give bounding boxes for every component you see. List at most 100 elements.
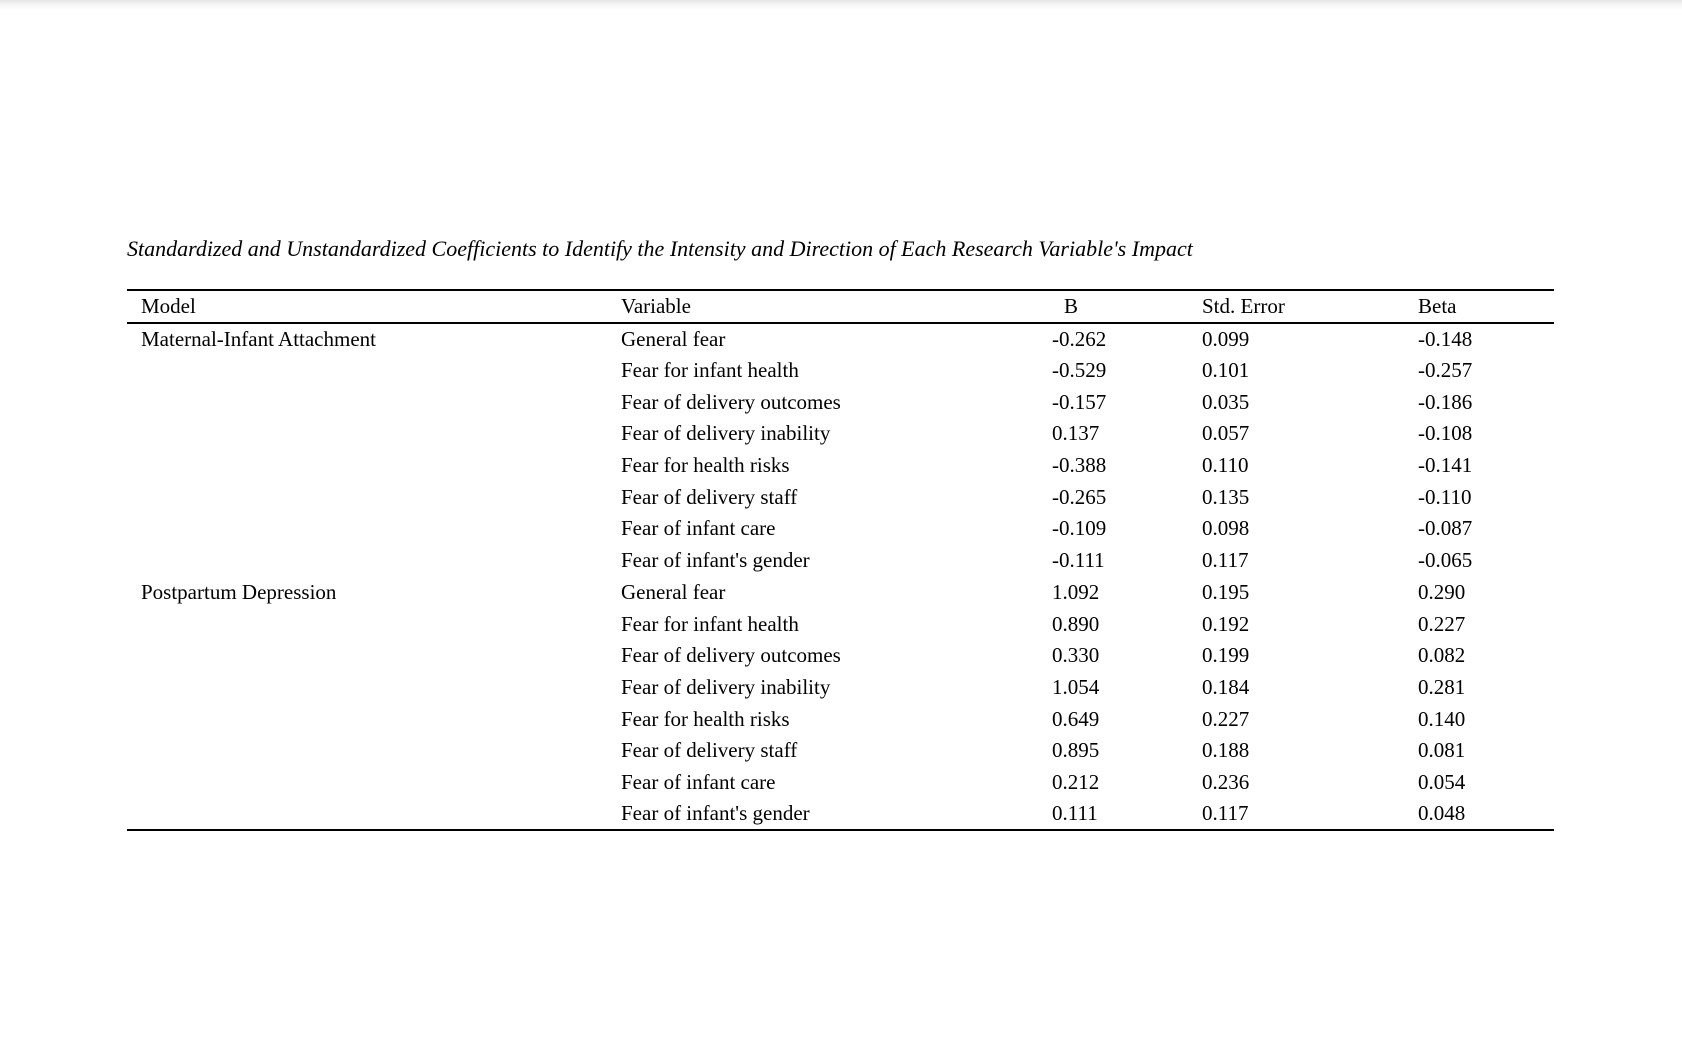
table-row: Fear of delivery outcomes -0.157 0.035 -…	[127, 386, 1554, 418]
beta-cell: -0.257	[1418, 358, 1473, 383]
beta-cell: -0.087	[1418, 516, 1473, 541]
variable-cell: General fear	[621, 579, 726, 604]
beta-cell: -0.110	[1418, 484, 1472, 509]
b-cell: -0.265	[1052, 484, 1107, 509]
header-row: Model Variable B Std. Error Beta	[127, 290, 1554, 323]
model-cell	[127, 608, 621, 640]
table-row: Fear of delivery inability 0.137 0.057 -…	[127, 418, 1554, 450]
std-error-cell: 0.099	[1202, 326, 1250, 351]
std-error-cell: 0.199	[1202, 643, 1250, 668]
b-cell: -0.111	[1052, 548, 1105, 573]
model-cell	[127, 640, 621, 672]
beta-cell: 0.281	[1418, 674, 1466, 699]
beta-cell: 0.290	[1418, 579, 1466, 604]
std-error-cell: 0.117	[1202, 548, 1249, 573]
b-cell: 0.649	[1052, 706, 1100, 731]
b-cell: -0.529	[1052, 358, 1107, 383]
beta-cell: -0.065	[1418, 548, 1473, 573]
variable-cell: Fear for infant health	[621, 611, 799, 636]
b-cell: 0.895	[1052, 738, 1100, 763]
model-cell	[127, 672, 621, 704]
beta-cell: -0.148	[1418, 326, 1473, 351]
std-error-cell: 0.057	[1202, 421, 1250, 446]
beta-cell: -0.186	[1418, 389, 1473, 414]
table-row: Fear of infant's gender -0.111 0.117 -0.…	[127, 545, 1554, 577]
model-cell: Postpartum Depression	[141, 579, 337, 604]
variable-cell: Fear of delivery staff	[621, 738, 798, 763]
coefficients-table: Model Variable B Std. Error Beta Materna…	[127, 289, 1554, 831]
model-cell: Maternal-Infant Attachment	[141, 326, 376, 351]
b-cell: 1.092	[1052, 579, 1100, 604]
column-header-beta: Beta	[1418, 294, 1457, 318]
b-cell: 1.054	[1052, 674, 1100, 699]
beta-cell: 0.227	[1418, 611, 1466, 636]
model-cell	[127, 798, 621, 830]
beta-cell: 0.081	[1418, 738, 1466, 763]
table-row: Fear for health risks -0.388 0.110 -0.14…	[127, 450, 1554, 482]
std-error-cell: 0.098	[1202, 516, 1250, 541]
variable-cell: Fear of infant care	[621, 769, 776, 794]
column-header-std-error: Std. Error	[1202, 294, 1285, 318]
std-error-cell: 0.117	[1202, 801, 1249, 826]
b-cell: 0.890	[1052, 611, 1100, 636]
variable-cell: Fear of infant's gender	[621, 801, 810, 826]
variable-cell: Fear for infant health	[621, 358, 799, 383]
std-error-cell: 0.192	[1202, 611, 1250, 636]
b-cell: 0.111	[1052, 801, 1098, 826]
model-cell	[127, 513, 621, 545]
variable-cell: General fear	[621, 326, 726, 351]
model-cell	[127, 418, 621, 450]
b-cell: 0.212	[1052, 769, 1100, 794]
table-row: Fear of infant's gender 0.111 0.117 0.04…	[127, 798, 1554, 830]
column-header-b: B	[1064, 294, 1079, 318]
model-cell	[127, 767, 621, 799]
table-row: Fear of infant care 0.212 0.236 0.054	[127, 767, 1554, 799]
table-row: Fear of delivery inability 1.054 0.184 0…	[127, 672, 1554, 704]
variable-cell: Fear for health risks	[621, 706, 790, 731]
table-row: Fear for infant health -0.529 0.101 -0.2…	[127, 355, 1554, 387]
table-title: Standardized and Unstandardized Coeffici…	[127, 236, 1193, 261]
std-error-cell: 0.101	[1202, 358, 1250, 383]
beta-cell: 0.054	[1418, 769, 1466, 794]
variable-cell: Fear of delivery outcomes	[621, 389, 841, 414]
model-cell	[127, 545, 621, 577]
model-cell	[127, 355, 621, 387]
table-row: Postpartum Depression General fear 1.092…	[127, 577, 1554, 609]
std-error-cell: 0.035	[1202, 389, 1250, 414]
table-row: Maternal-Infant Attachment General fear …	[127, 323, 1554, 355]
variable-cell: Fear for health risks	[621, 453, 790, 478]
column-header-model: Model	[141, 294, 196, 318]
beta-cell: 0.082	[1418, 643, 1466, 668]
variable-cell: Fear of delivery outcomes	[621, 643, 841, 668]
model-cell	[127, 386, 621, 418]
std-error-cell: 0.188	[1202, 738, 1250, 763]
model-cell	[127, 735, 621, 767]
b-cell: -0.262	[1052, 326, 1107, 351]
std-error-cell: 0.236	[1202, 769, 1250, 794]
std-error-cell: 0.227	[1202, 706, 1250, 731]
table-row: Fear of delivery staff -0.265 0.135 -0.1…	[127, 481, 1554, 513]
variable-cell: Fear of delivery inability	[621, 421, 831, 446]
variable-cell: Fear of infant's gender	[621, 548, 810, 573]
beta-cell: 0.140	[1418, 706, 1466, 731]
std-error-cell: 0.184	[1202, 674, 1250, 699]
beta-cell: -0.141	[1418, 453, 1473, 478]
model-cell	[127, 450, 621, 482]
std-error-cell: 0.195	[1202, 579, 1250, 604]
table-row: Fear of delivery outcomes 0.330 0.199 0.…	[127, 640, 1554, 672]
variable-cell: Fear of delivery inability	[621, 674, 831, 699]
b-cell: -0.109	[1052, 516, 1107, 541]
table-row: Fear for infant health 0.890 0.192 0.227	[127, 608, 1554, 640]
table-row: Fear for health risks 0.649 0.227 0.140	[127, 703, 1554, 735]
variable-cell: Fear of delivery staff	[621, 484, 798, 509]
model-cell	[127, 481, 621, 513]
table-row: Fear of infant care -0.109 0.098 -0.087	[127, 513, 1554, 545]
b-cell: -0.157	[1052, 389, 1107, 414]
column-header-variable: Variable	[621, 294, 691, 318]
table-row: Fear of delivery staff 0.895 0.188 0.081	[127, 735, 1554, 767]
beta-cell: 0.048	[1418, 801, 1466, 826]
b-cell: 0.330	[1052, 643, 1100, 668]
top-edge-shadow	[0, 0, 1682, 10]
beta-cell: -0.108	[1418, 421, 1473, 446]
std-error-cell: 0.135	[1202, 484, 1250, 509]
